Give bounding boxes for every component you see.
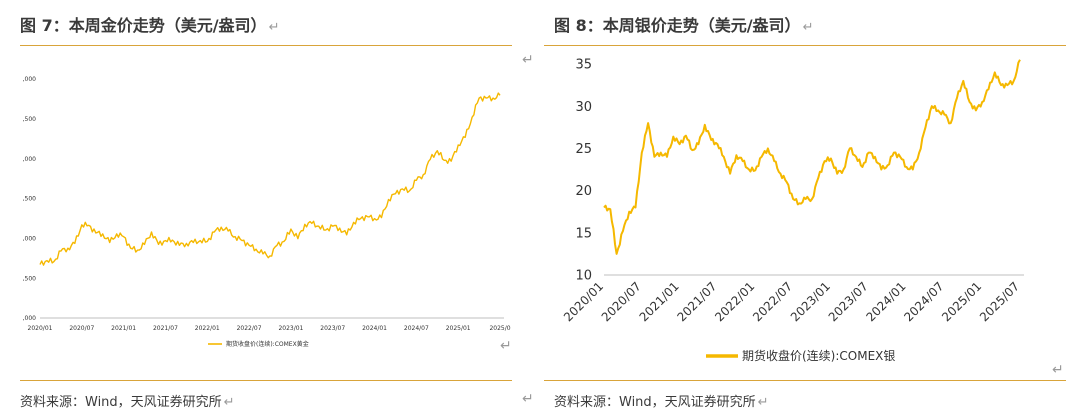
x-tick-label: 2020/07 [69,325,94,332]
x-tick-label: 2025/01 [446,325,471,332]
y-tick-label: ,000 [23,156,37,163]
return-mark: ↵ [1052,362,1064,378]
silver-figure-title-text: 图 8：本周银价走势（美元/盎司） [554,16,801,35]
silver-chart: 10 15 20 25 30 35 2020/012020/072021/012021/07… [561,58,1024,363]
return-mark: ↵ [522,52,534,68]
gold-figure-panel: 图 7：本周金价走势（美元/盎司） ↵ ,000,500,000,500,000,… [0,0,520,410]
x-tick-label: 2025/0 [489,325,510,332]
y-tick-label: ,500 [23,196,37,203]
x-tick-label: 2024/07 [901,279,946,324]
gold-figure-title: 图 7：本周金价走势（美元/盎司） ↵ [20,12,279,36]
title-rule [544,45,1066,46]
y-tick-label: ,500 [23,116,37,123]
silver-figure-panel: 图 8：本周银价走势（美元/盎司） ↵ ↵ 10 15 20 25 30 35 2020/01… [522,0,1072,410]
x-tick-label: 2021/01 [637,279,682,324]
y-tick-label: ,000 [23,76,37,83]
return-mark: ↵ [223,395,235,410]
y-tick-label: 35 [575,58,592,73]
x-tick-label: 2023/07 [320,325,345,332]
y-tick-label: 15 [575,226,592,241]
x-tick-label: 2020/07 [599,279,644,324]
x-tick-label: 2025/01 [939,279,984,324]
silver-source-text: 资料来源：Wind，天风证券研究所 [554,395,756,410]
x-tick-label: 2023/01 [278,325,303,332]
x-tick-label: 2021/07 [153,325,178,332]
return-mark: ↵ [802,20,814,35]
x-tick-label: 2022/01 [195,325,220,332]
y-tick-label: 30 [575,100,592,115]
x-tick-label: 2022/01 [712,279,757,324]
x-tick-label: 2023/07 [826,279,871,324]
gold-source-note: 资料来源：Wind，天风证券研究所 ↵ [20,391,235,410]
source-rule [20,380,512,381]
x-tick-label: 2024/07 [404,325,429,332]
y-tick-label: 20 [575,184,592,199]
silver-source-note: 资料来源：Wind，天风证券研究所 ↵ [554,391,769,410]
x-tick-label: 2025/07 [977,279,1022,324]
y-tick-label: 10 [575,269,592,284]
silver-figure-title: 图 8：本周银价走势（美元/盎司） ↵ [554,12,813,36]
series-line [603,59,1021,255]
gold-chart: ,000 ,500 ,000 ,500 ,000 ,500 ,000 2020/01 2020/… [23,76,511,348]
return-mark: ↵ [500,338,512,354]
gold-source-text: 资料来源：Wind，天风证券研究所 [20,395,222,410]
y-tick-label: ,000 [23,315,37,322]
x-tick-label: 2021/07 [674,279,719,324]
return-mark: ↵ [757,395,769,410]
return-mark: ↵ [268,20,280,35]
source-rule [544,380,1066,381]
legend-label: 期货收盘价(连续):COMEX银 [742,348,895,363]
x-tick-label: 2021/01 [111,325,136,332]
x-tick-label: 2024/01 [362,325,387,332]
x-tick-label: 2023/01 [788,279,833,324]
x-tick-label: 2020/01 [28,325,53,332]
x-tick-label: 2022/07 [237,325,262,332]
x-tick-label: 2020/01 [561,279,606,324]
x-tick-label: 2022/07 [750,279,795,324]
series-line [39,92,501,266]
title-rule [20,45,512,46]
y-tick-label: 25 [575,142,592,157]
gold-figure-title-text: 图 7：本周金价走势（美元/盎司） [20,16,267,35]
y-tick-label: ,000 [23,235,37,242]
legend-label: 期货收盘价(连续):COMEX黄金 [226,340,309,348]
y-tick-label: ,500 [23,275,37,282]
return-mark: ↵ [522,391,534,407]
x-tick-label: 2024/01 [864,279,909,324]
